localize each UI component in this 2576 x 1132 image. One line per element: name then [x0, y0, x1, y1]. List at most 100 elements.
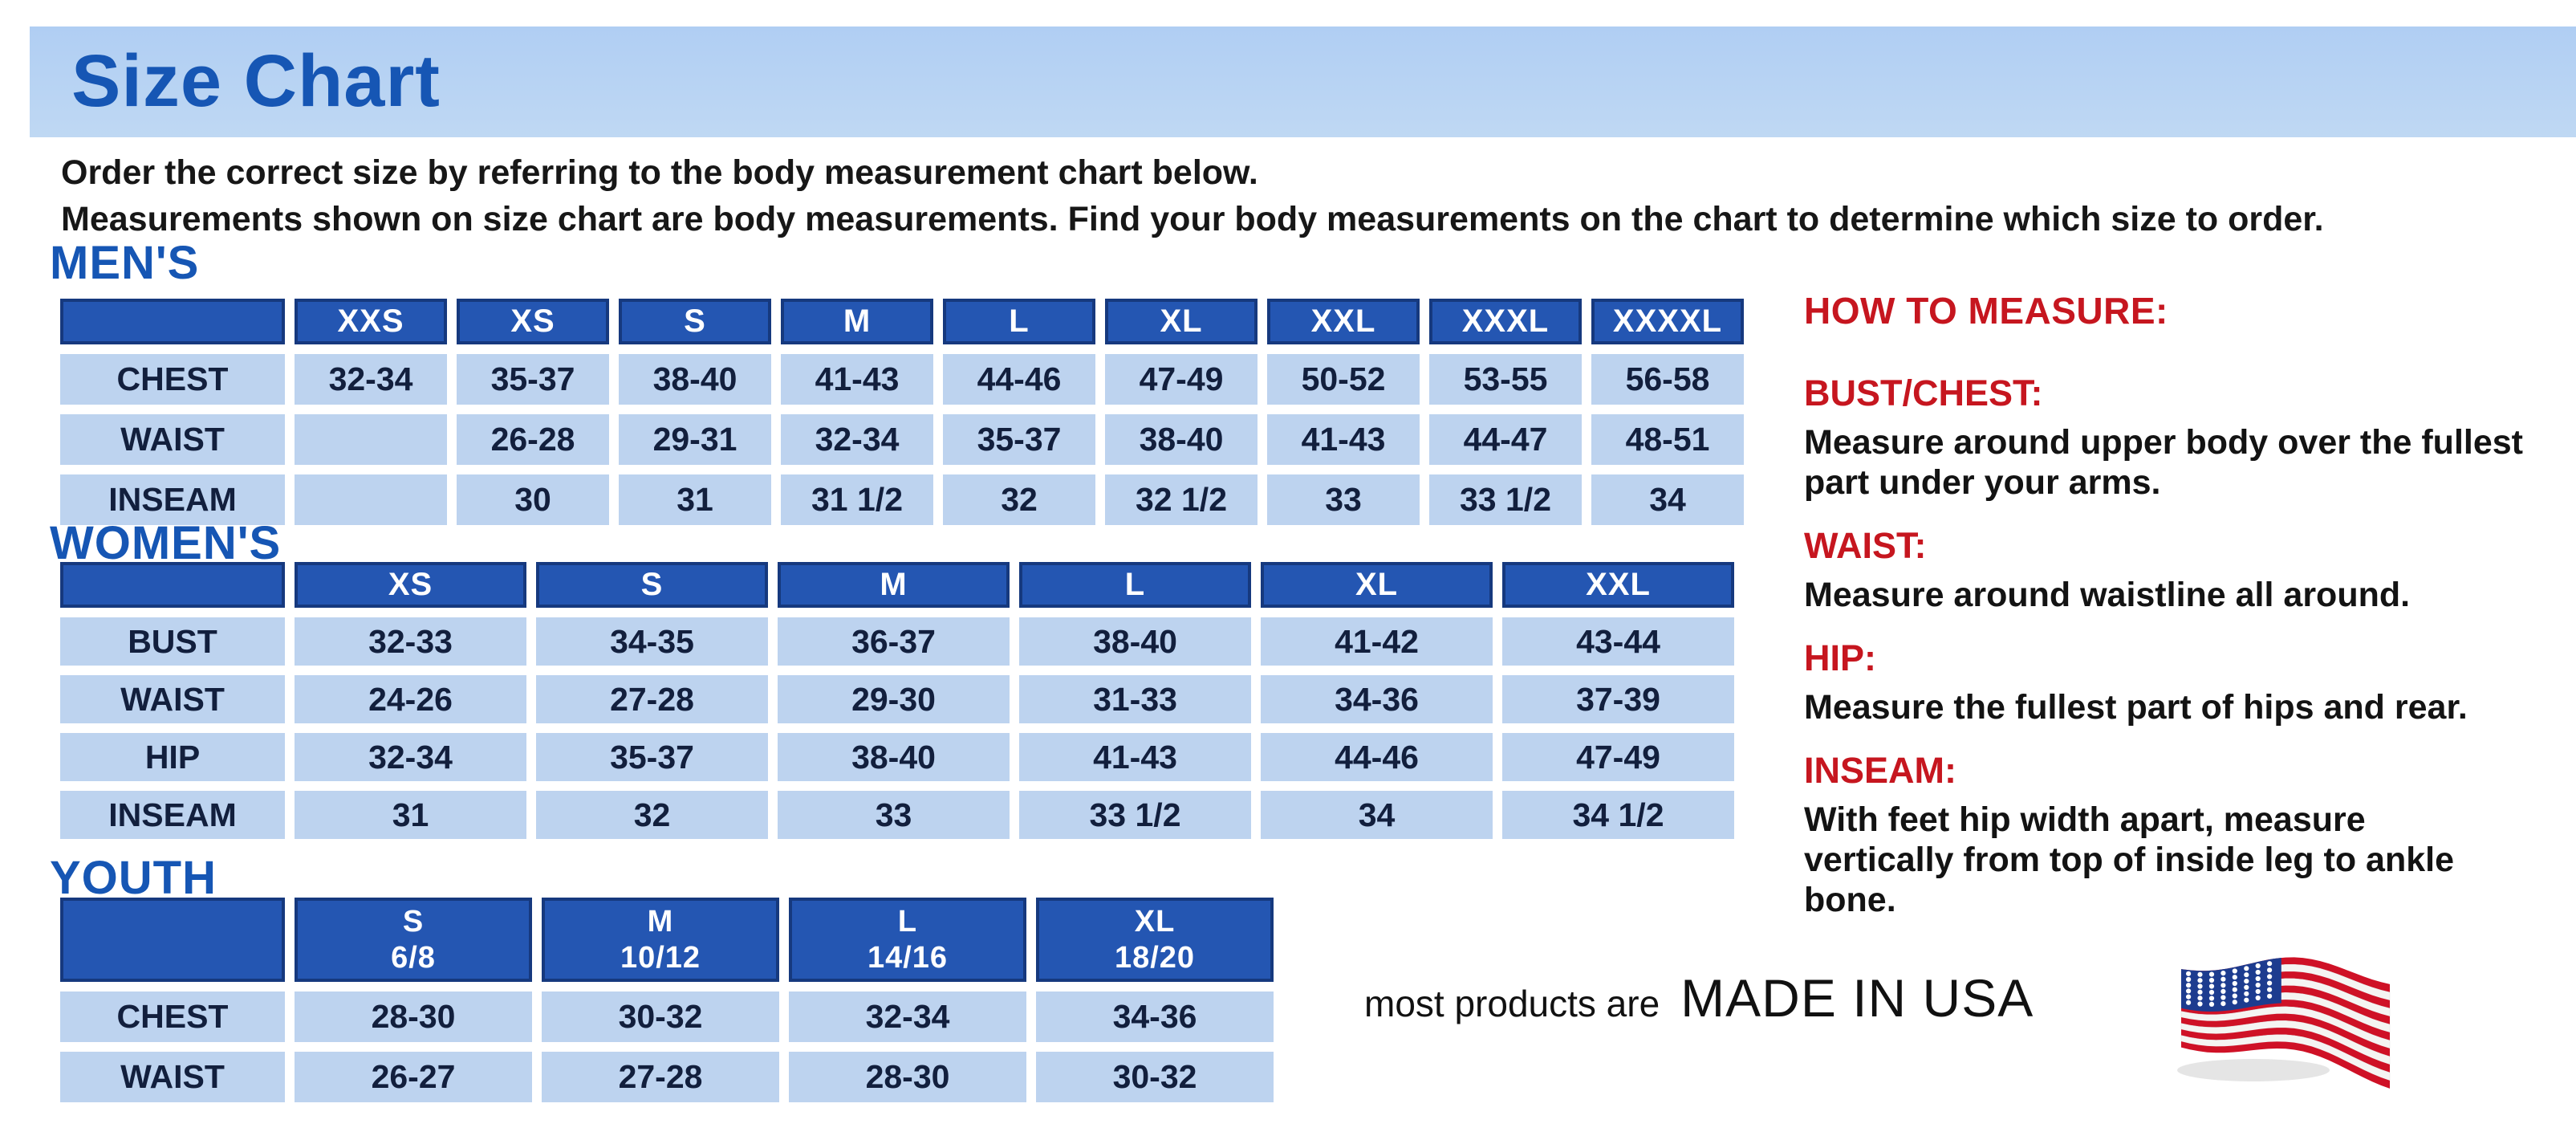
- size-cell: 32-34: [295, 733, 526, 781]
- size-cell: 44-47: [1429, 414, 1582, 465]
- size-cell: 32: [943, 474, 1095, 525]
- column-header: M: [778, 562, 1010, 608]
- mens-size-table: XXS XS S M L XL XXL XXXL XXXXL CHEST 32-34 35-37 38-…: [60, 299, 1744, 525]
- measure-text-waist: Measure around waistline all around.: [1804, 576, 2411, 614]
- title-banner: Size Chart: [30, 26, 2576, 137]
- size-cell: 34: [1591, 474, 1744, 525]
- column-header: S: [536, 562, 768, 608]
- size-cell: 41-43: [1267, 414, 1420, 465]
- size-cell: 34 1/2: [1502, 791, 1734, 839]
- size-cell: 29-31: [619, 414, 771, 465]
- measure-label-waist: WAIST:: [1804, 525, 1927, 566]
- size-cell: 41-43: [781, 354, 933, 405]
- size-cell: 44-46: [1261, 733, 1493, 781]
- size-cell: 38-40: [1105, 414, 1258, 465]
- size-cell: 27-28: [542, 1052, 779, 1102]
- intro-line-2: Measurements shown on size chart are bod…: [61, 200, 2324, 238]
- column-header: XL 18/20: [1036, 898, 1274, 982]
- row-label: INSEAM: [60, 474, 285, 525]
- size-cell: 28-30: [295, 992, 532, 1042]
- size-cell: 30-32: [542, 992, 779, 1042]
- size-cell: 35-37: [457, 354, 609, 405]
- how-to-measure-panel: HOW TO MEASURE: BUST/CHEST: Measure arou…: [1804, 289, 2558, 943]
- measure-label-inseam: INSEAM:: [1804, 750, 1956, 791]
- size-cell: 44-46: [943, 354, 1095, 405]
- made-in-prefix: most products are: [1364, 983, 1660, 1024]
- size-cell: 53-55: [1429, 354, 1582, 405]
- size-cell: 31: [619, 474, 771, 525]
- size-cell: 26-27: [295, 1052, 532, 1102]
- size-cell: 32-34: [295, 354, 447, 405]
- table-corner-cell: [60, 898, 285, 982]
- row-label: INSEAM: [60, 791, 285, 839]
- youth-size-table: S 6/8 M 10/12 L 14/16 XL 18/20 CHEST 28-30 30-…: [60, 898, 1274, 1102]
- column-header: L: [1019, 562, 1251, 608]
- size-cell: 35-37: [943, 414, 1095, 465]
- column-header: XS: [295, 562, 526, 608]
- column-header: M 10/12: [542, 898, 779, 982]
- table-corner-cell: [60, 299, 285, 344]
- made-in-usa-text: MADE IN USA: [1680, 968, 2034, 1028]
- size-cell: 35-37: [536, 733, 768, 781]
- row-label: CHEST: [60, 354, 285, 405]
- measure-text-hip: Measure the fullest part of hips and rea…: [1804, 688, 2468, 727]
- column-header: L 14/16: [789, 898, 1026, 982]
- measure-label-bust-chest: BUST/CHEST:: [1804, 373, 2043, 413]
- size-cell: 43-44: [1502, 617, 1734, 666]
- size-cell: 36-37: [778, 617, 1010, 666]
- womens-section-title: WOMEN'S: [50, 517, 282, 569]
- size-cell: 38-40: [1019, 617, 1251, 666]
- size-cell: 47-49: [1105, 354, 1258, 405]
- size-cell: [295, 414, 447, 465]
- us-flag-icon: [2165, 914, 2406, 1098]
- column-header: S: [619, 299, 771, 344]
- size-cell: 29-30: [778, 675, 1010, 723]
- size-cell: 56-58: [1591, 354, 1744, 405]
- column-header: XXXL: [1429, 299, 1582, 344]
- size-cell: 30: [457, 474, 609, 525]
- column-header: XXL: [1502, 562, 1734, 608]
- size-cell: 31-33: [1019, 675, 1251, 723]
- size-cell: 32-33: [295, 617, 526, 666]
- size-cell: 24-26: [295, 675, 526, 723]
- column-header: M: [781, 299, 933, 344]
- size-cell: 47-49: [1502, 733, 1734, 781]
- size-cell: 32-34: [789, 992, 1026, 1042]
- size-cell: 32: [536, 791, 768, 839]
- size-cell: 31 1/2: [781, 474, 933, 525]
- measure-text-bust-chest: Measure around upper body over the fulle…: [1804, 423, 2523, 502]
- size-cell: 34-35: [536, 617, 768, 666]
- womens-size-table: XS S M L XL XXL BUST 32-33 34-35 36-37 38-40 41-42 4…: [60, 562, 1734, 839]
- size-cell: [295, 474, 447, 525]
- column-header: XL: [1105, 299, 1258, 344]
- size-cell: 38-40: [619, 354, 771, 405]
- size-cell: 33 1/2: [1429, 474, 1582, 525]
- mens-section-title: MEN'S: [50, 237, 200, 289]
- row-label: HIP: [60, 733, 285, 781]
- intro-line-1: Order the correct size by referring to t…: [61, 153, 1258, 192]
- size-cell: 27-28: [536, 675, 768, 723]
- row-label: WAIST: [60, 414, 285, 465]
- measure-text-inseam: With feet hip width apart, measure verti…: [1804, 800, 2455, 919]
- column-header: XS: [457, 299, 609, 344]
- how-to-measure-heading: HOW TO MEASURE:: [1804, 290, 2168, 332]
- size-cell: 37-39: [1502, 675, 1734, 723]
- size-cell: 41-42: [1261, 617, 1493, 666]
- row-label: WAIST: [60, 1052, 285, 1102]
- column-header: L: [943, 299, 1095, 344]
- size-cell: 50-52: [1267, 354, 1420, 405]
- made-in-usa-line: most products are MADE IN USA: [1364, 967, 2034, 1028]
- column-header: XXL: [1267, 299, 1420, 344]
- column-header: XXS: [295, 299, 447, 344]
- column-header: XL: [1261, 562, 1493, 608]
- size-cell: 31: [295, 791, 526, 839]
- row-label: WAIST: [60, 675, 285, 723]
- size-cell: 28-30: [789, 1052, 1026, 1102]
- size-cell: 33 1/2: [1019, 791, 1251, 839]
- size-cell: 41-43: [1019, 733, 1251, 781]
- youth-section-title: YOUTH: [50, 852, 217, 904]
- size-cell: 33: [778, 791, 1010, 839]
- size-cell: 26-28: [457, 414, 609, 465]
- size-cell: 32 1/2: [1105, 474, 1258, 525]
- intro-text: Order the correct size by referring to t…: [61, 149, 2324, 242]
